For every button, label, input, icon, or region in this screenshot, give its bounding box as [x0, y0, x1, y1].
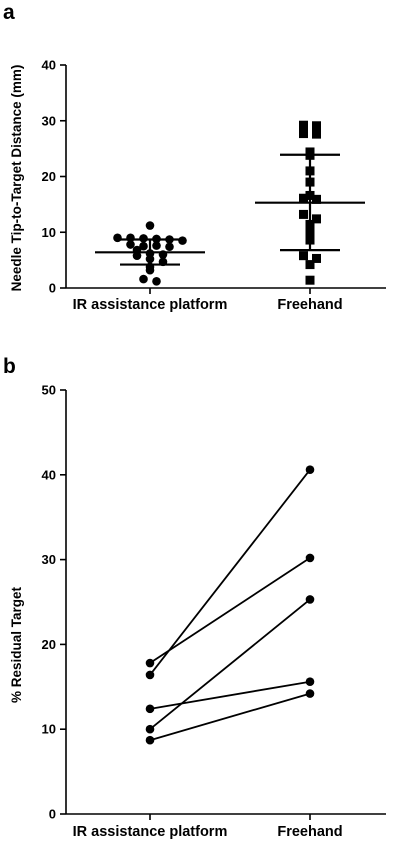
panel-a-data-point [305, 219, 315, 229]
panel-b-pair-line [149, 680, 311, 710]
panel-a-x-tick-label: IR assistance platform [73, 297, 228, 313]
panel-a-data-point [312, 194, 321, 204]
panel-a-y-tick-label: 20 [42, 169, 56, 184]
panel-b: b % Residual Target 0 10 20 30 40 50 IR assis… [3, 355, 386, 840]
panel-a-data-point [305, 177, 315, 187]
panel-b-y-tick-label: 10 [42, 722, 56, 737]
panel-a: a Needle Tip-to-Target Distance (mm) 0 10… [3, 1, 386, 313]
panel-a-data-point [299, 251, 308, 261]
panel-a-data-point [312, 121, 321, 131]
panel-a-data-point [165, 235, 174, 244]
panel-a-data-point [152, 277, 161, 286]
panel-b-pair-line [149, 557, 311, 664]
panel-a-data-point [152, 234, 161, 244]
panel-a-data-point [305, 147, 315, 157]
panel-a-data-point [305, 275, 315, 285]
panel-b-y-tick-label: 0 [49, 807, 56, 822]
panel-a-data-point [139, 274, 148, 284]
panel-a-data-point [158, 250, 168, 259]
panel-b-x-tick-label: IR assistance platform [73, 824, 228, 840]
panel-b-data-point [145, 724, 155, 734]
panel-b-data-point [145, 658, 155, 668]
panel-a-y-tick-label: 40 [42, 58, 56, 73]
panel-a-y-tick-label: 30 [42, 113, 56, 128]
panel-a-data-point [145, 221, 155, 230]
panel-b-y-tick-label: 50 [42, 383, 56, 398]
panel-a-y-axis-title: Needle Tip-to-Target Distance (mm) [9, 65, 24, 292]
panel-a-data-point [305, 235, 315, 245]
panel-b-data-point [145, 735, 155, 745]
panel-a-data-point [312, 253, 321, 263]
panel-b-pair-line [149, 469, 311, 676]
panel-a-data-point [165, 242, 174, 252]
panel-b-data-point [145, 670, 155, 680]
panel-a-x-tick-label: Freehand [277, 297, 342, 313]
panel-a-y-tick-label: 0 [49, 281, 56, 296]
panel-a-label: a [3, 1, 15, 24]
panel-a-data-point [305, 260, 315, 270]
panel-a-data-point [126, 240, 135, 249]
panel-a-data-point [145, 262, 155, 272]
panel-b-y-tick-label: 40 [42, 467, 56, 482]
panel-a-data-point [132, 245, 142, 255]
panel-a-data-point [139, 234, 148, 243]
panel-a-data-point [152, 241, 161, 250]
panel-b-y-axis-title: % Residual Target [9, 586, 24, 703]
panel-a-data-point [145, 249, 155, 258]
panel-a-data-point [126, 233, 135, 243]
panel-a-data-point [305, 190, 315, 200]
panel-a-data-point [305, 227, 315, 237]
panel-a-y-tick-label: 10 [42, 225, 56, 240]
panel-a-data-point [139, 241, 148, 251]
panel-b-pair-line [149, 692, 311, 742]
panel-b-data-point [145, 704, 155, 714]
panel-a-data-point [299, 193, 308, 203]
panel-b-data-point [305, 689, 315, 698]
panel-a-data-point [178, 236, 187, 245]
panel-b-data-point [305, 595, 315, 604]
panel-b-y-tick-label: 20 [42, 637, 56, 652]
panel-b-data-point [305, 553, 315, 563]
panel-b-label: b [3, 355, 16, 378]
panel-a-data-point [299, 209, 308, 219]
panel-a-data-point [113, 233, 122, 243]
panel-b-data-point [305, 677, 315, 687]
panel-a-data-point [305, 166, 315, 176]
panel-a-data-point [158, 257, 168, 267]
panel-b-pair-line [149, 598, 311, 730]
panel-a-data-point [299, 120, 308, 130]
panel-a-data-point [312, 129, 321, 139]
panel-b-data-point [305, 465, 315, 475]
panel-a-data-point [299, 129, 308, 139]
panel-b-y-tick-label: 30 [42, 552, 56, 567]
panel-a-data-point [312, 214, 321, 224]
panel-b-x-tick-label: Freehand [277, 824, 342, 840]
